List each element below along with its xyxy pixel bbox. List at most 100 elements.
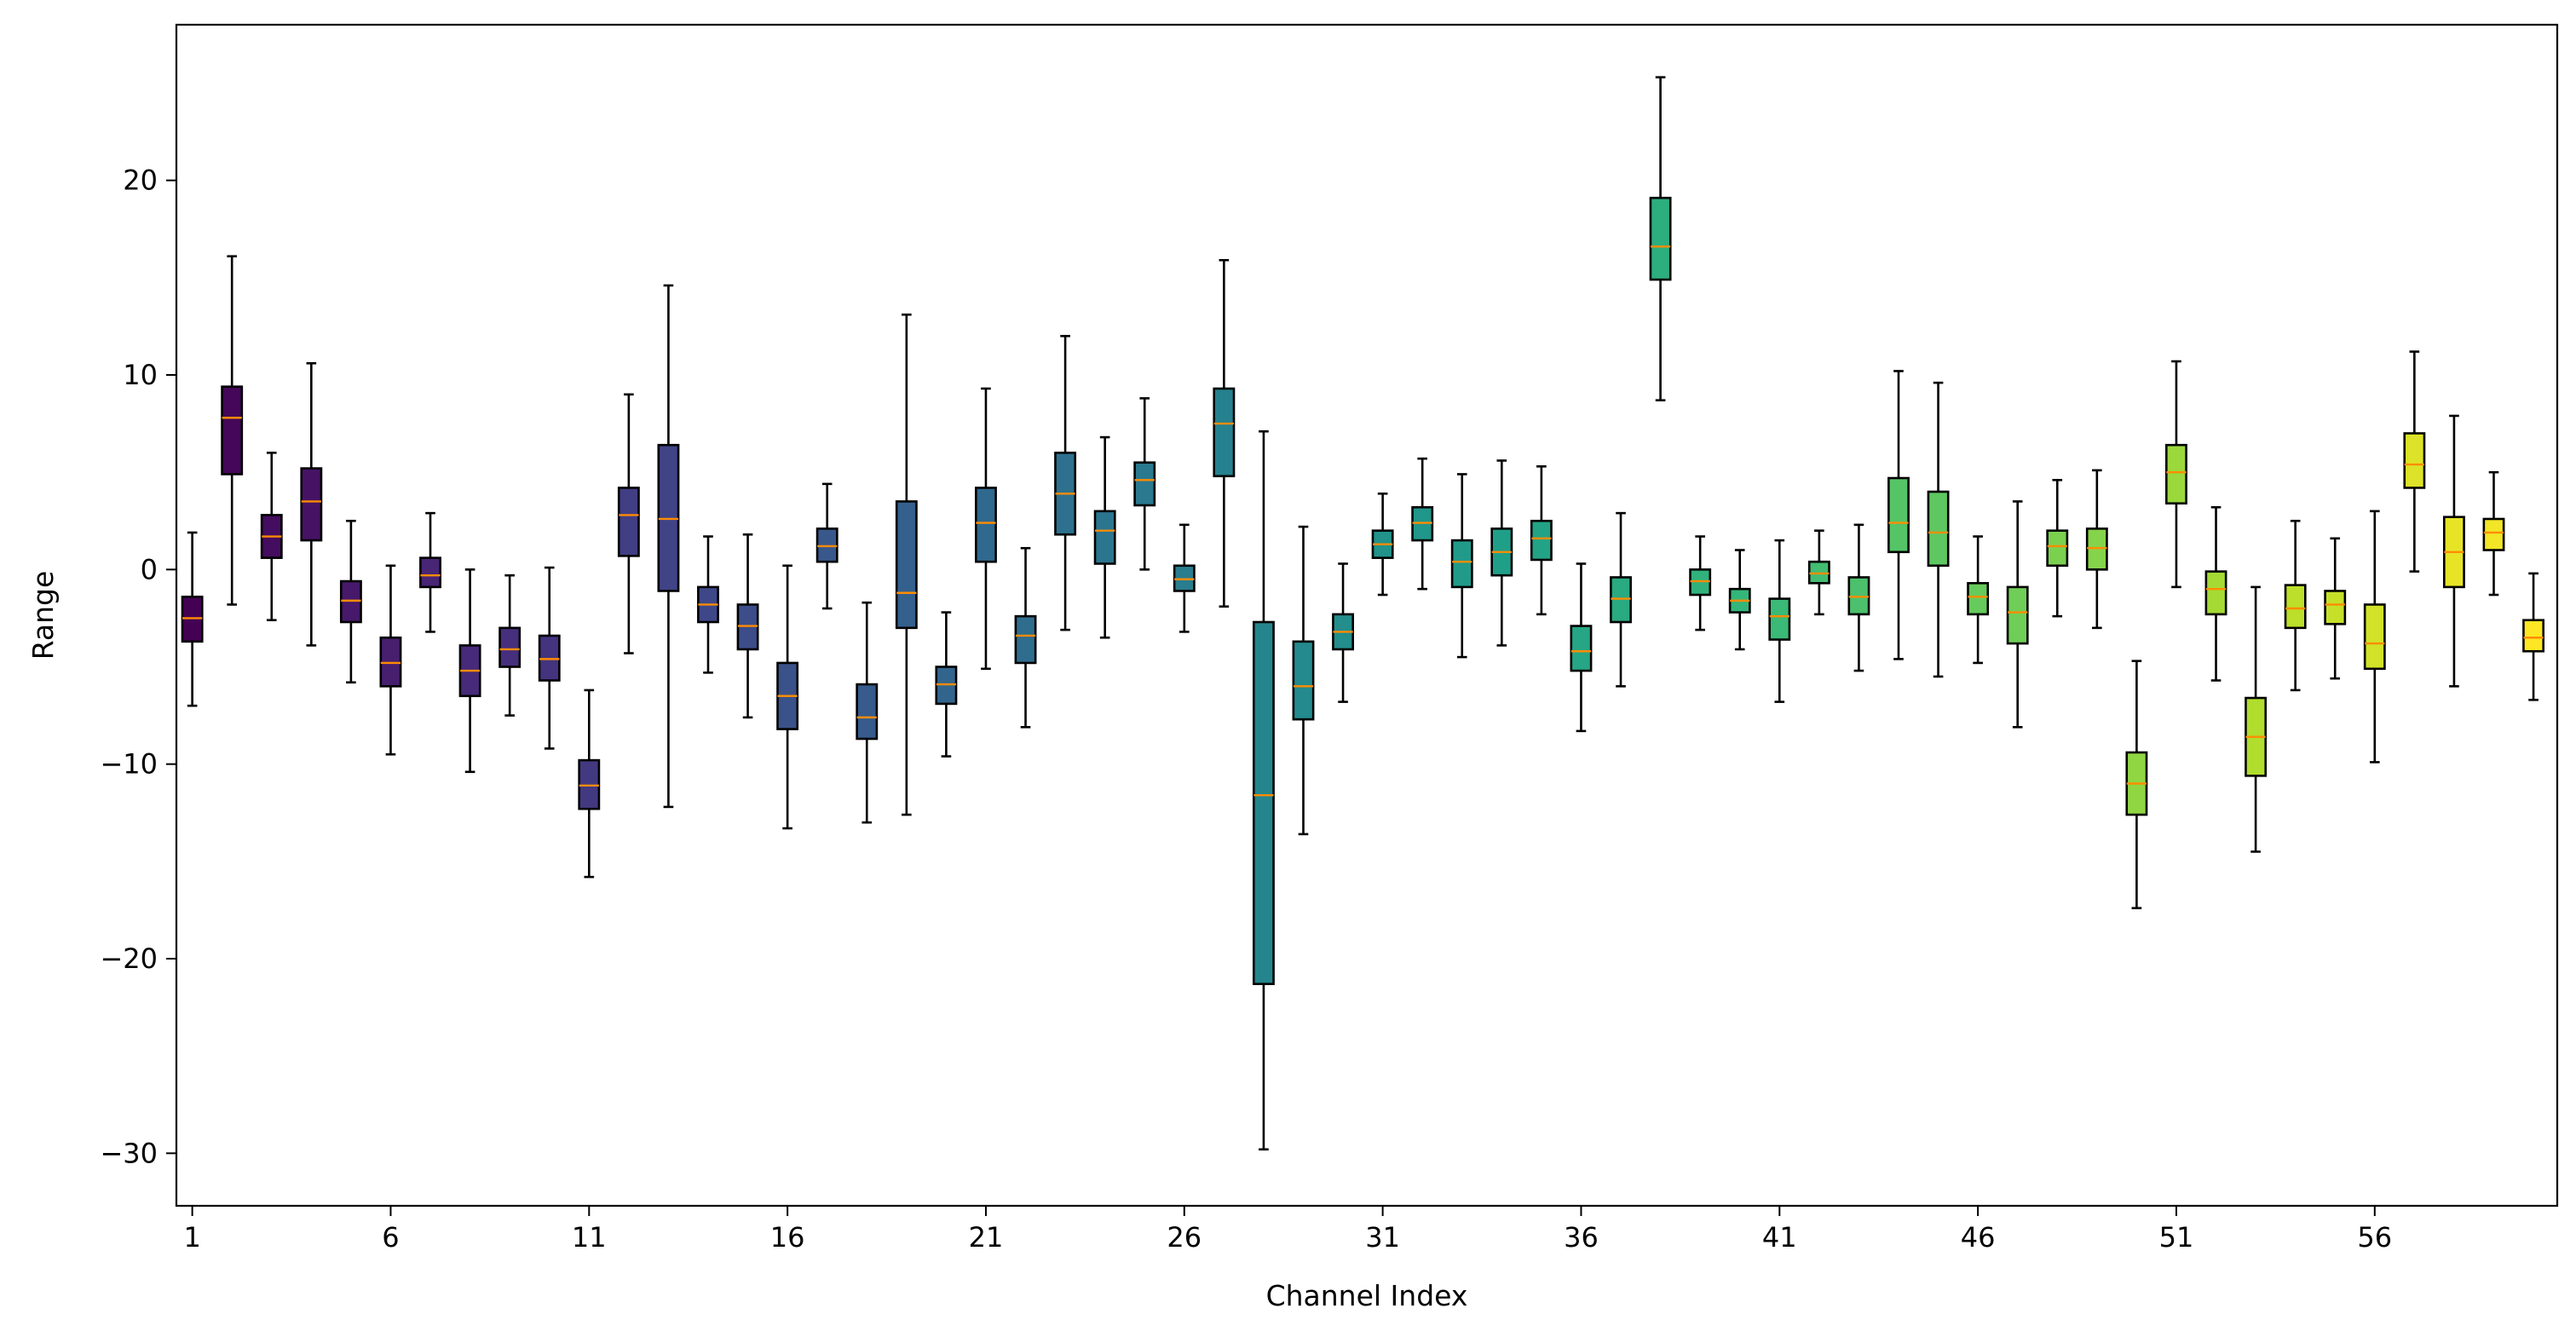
x-tick-label: 56 [2357, 1221, 2392, 1254]
box-channel-11 [578, 689, 601, 879]
box-channel-8 [458, 568, 481, 774]
box-channel-27 [1213, 258, 1236, 608]
box-channel-60 [2522, 572, 2545, 701]
box-channel-42 [1807, 529, 1830, 616]
box-channel-19 [895, 313, 918, 816]
box-channel-58 [2442, 414, 2465, 688]
box-channel-7 [419, 511, 441, 633]
box-channel-28 [1252, 429, 1275, 1151]
box-channel-49 [2085, 469, 2108, 630]
x-axis-ticks: 1 6 11 16 21 26 31 36 41 46 51 56 [183, 1206, 2392, 1254]
box-channel-14 [697, 535, 719, 674]
box-channel-54 [2284, 519, 2307, 692]
iqr-box [2522, 619, 2545, 653]
box-channel-50 [2125, 660, 2148, 909]
y-tick-label: −20 [100, 942, 158, 975]
iqr-box [2165, 443, 2187, 505]
iqr-box [975, 487, 997, 563]
iqr-box [856, 683, 879, 741]
box-channel-57 [2403, 350, 2426, 573]
iqr-box [2403, 432, 2426, 489]
iqr-box [1014, 614, 1037, 665]
box-channel-2 [221, 255, 244, 606]
y-axis-label: Range [26, 571, 60, 660]
y-tick-label: 20 [123, 164, 158, 197]
iqr-box [1967, 582, 1990, 616]
iqr-box [2006, 585, 2029, 645]
x-tick-label: 6 [382, 1221, 399, 1254]
box-channel-23 [1054, 335, 1077, 631]
box-channel-18 [856, 601, 879, 824]
box-channel-29 [1292, 525, 1315, 836]
x-tick-label: 46 [1961, 1221, 1996, 1254]
box-channel-3 [260, 452, 283, 622]
box-channel-36 [1570, 562, 1593, 733]
iqr-box [1570, 625, 1593, 672]
x-tick-label: 31 [1365, 1221, 1400, 1254]
iqr-box [1450, 539, 1473, 589]
iqr-box [1768, 597, 1791, 641]
box-channel-1 [181, 531, 204, 707]
iqr-box [2204, 570, 2227, 616]
iqr-box [2363, 603, 2386, 671]
iqr-box [498, 626, 522, 668]
x-tick-label: 36 [1564, 1221, 1599, 1254]
iqr-box [1887, 476, 1910, 554]
box-channel-47 [2006, 500, 2029, 729]
iqr-box [1649, 196, 1672, 281]
y-tick-label: −30 [100, 1137, 158, 1169]
x-tick-label: 51 [2159, 1221, 2194, 1254]
box-channel-45 [1927, 381, 1950, 678]
box-channel-52 [2204, 505, 2227, 682]
box-channel-32 [1411, 457, 1434, 591]
box-channel-39 [1689, 535, 1712, 631]
box-channel-46 [1967, 535, 1990, 665]
box-channel-5 [339, 519, 362, 684]
box-channel-15 [736, 533, 759, 719]
box-channel-21 [975, 387, 997, 671]
box-channel-43 [1847, 523, 1870, 672]
plot-area [181, 76, 2545, 1151]
iqr-box [1093, 510, 1116, 565]
box-channel-24 [1093, 435, 1116, 639]
box-channel-26 [1173, 523, 1196, 633]
x-axis-label: Channel Index [1266, 1279, 1468, 1312]
y-tick-label: 0 [141, 553, 158, 585]
box-channel-12 [617, 393, 640, 654]
box-channel-48 [2046, 479, 2069, 618]
box-channel-59 [2482, 470, 2505, 597]
box-channel-17 [815, 482, 838, 610]
iqr-box [617, 487, 640, 557]
box-channel-22 [1014, 546, 1037, 729]
x-tick-label: 41 [1762, 1221, 1797, 1254]
y-axis-ticks: 20 10 0 −10 −20 −30 [100, 164, 176, 1169]
iqr-box [221, 385, 244, 476]
box-channel-31 [1371, 492, 1394, 597]
box-channel-35 [1530, 465, 1553, 616]
box-channel-40 [1728, 549, 1751, 651]
x-tick-label: 26 [1167, 1221, 1202, 1254]
box-channel-4 [300, 362, 323, 647]
iqr-box [1530, 519, 1553, 562]
box-channel-16 [776, 564, 799, 830]
iqr-box [419, 556, 441, 589]
iqr-box [2482, 517, 2505, 551]
iqr-box [2284, 584, 2307, 630]
box-channel-30 [1332, 562, 1355, 703]
axes-frame [175, 23, 2559, 1208]
iqr-box [1133, 461, 1156, 507]
iqr-box [895, 500, 918, 630]
box-channel-37 [1610, 511, 1632, 688]
box-channel-9 [498, 574, 522, 717]
box-channel-55 [2324, 537, 2347, 680]
box-channel-38 [1649, 76, 1672, 401]
box-channel-41 [1768, 539, 1791, 703]
box-channel-44 [1887, 370, 1910, 660]
iqr-box [2046, 529, 2069, 568]
x-tick-label: 21 [969, 1221, 1004, 1254]
box-channel-34 [1490, 459, 1513, 647]
iqr-box [1927, 490, 1950, 568]
